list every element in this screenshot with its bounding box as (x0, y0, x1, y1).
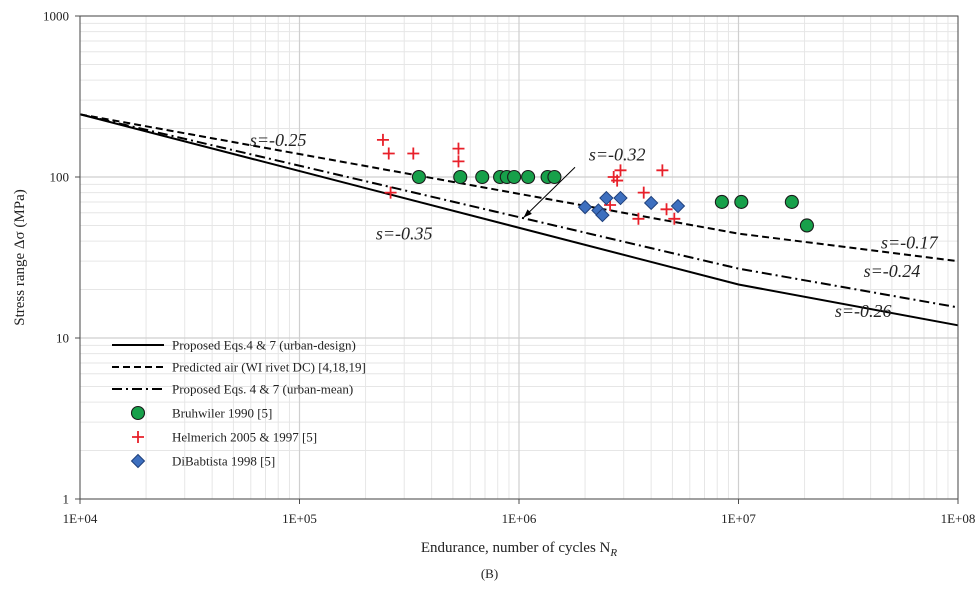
legend-marker-circle (130, 405, 146, 421)
legend-marker-plus (132, 431, 144, 443)
bruhwiler-point (475, 169, 490, 185)
legend-label: Proposed Eqs.4 & 7 (urban-design) (172, 338, 356, 353)
bruhwiler-point (507, 169, 522, 185)
line-dashdot (79, 113, 959, 309)
dibabtista-point (577, 199, 593, 215)
helmerich-point (660, 203, 673, 216)
slope-label: s=-0.25 (250, 130, 307, 150)
bruhwiler-point (547, 169, 562, 185)
helmerich-point (668, 212, 681, 225)
helmerich-point (384, 186, 397, 199)
slope-label: s=-0.32 (589, 144, 646, 164)
dibabtista-point (643, 195, 659, 211)
axes: 1E+04 1E+05 1E+06 1E+07 1E+08 1 10 100 1000 Endur… (12, 9, 975, 560)
legend-label: Bruhwiler 1990 [5] (172, 406, 272, 421)
x-tick-label: 1E+05 (282, 511, 317, 526)
y-tick-label: 100 (50, 170, 70, 185)
arrow-head (523, 209, 532, 218)
legend: Proposed Eqs.4 & 7 (urban-design) Predict… (112, 338, 366, 469)
data-markers (376, 133, 814, 233)
design-lines (79, 113, 959, 327)
slope-label: s=-0.35 (376, 223, 433, 243)
helmerich-point (611, 174, 624, 187)
helmerich-point (382, 147, 395, 160)
slope-annotations: s=-0.25 s=-0.32 s=-0.35 s=-0.17 s=-0.24 s=-0.… (250, 130, 939, 321)
grid-lines (79, 15, 959, 500)
bruhwiler-point (521, 169, 536, 185)
figure-label: (B) (480, 566, 499, 581)
bruhwiler-point (714, 194, 729, 209)
bruhwiler-point (734, 194, 749, 209)
helmerich-point (376, 133, 389, 146)
legend-label: Helmerich 2005 & 1997 [5] (172, 430, 317, 445)
helmerich-point (452, 155, 465, 168)
annotation-arrow (523, 166, 576, 218)
line-dashed (79, 113, 959, 263)
helmerich-point (614, 164, 627, 177)
slope-label: s=-0.26 (835, 301, 892, 321)
y-tick-label: 10 (56, 331, 69, 346)
y-tick-label: 1 (63, 492, 70, 507)
x-tick-label: 1E+06 (502, 511, 537, 526)
bruhwiler-point (411, 169, 426, 185)
helmerich-point (407, 147, 420, 160)
slope-label: s=-0.24 (864, 261, 921, 281)
y-axis-title: Stress range Δσ (MPa) (12, 189, 28, 325)
dibabtista-point (670, 198, 686, 214)
legend-label: Proposed Eqs. 4 & 7 (urban-mean) (172, 382, 353, 397)
x-axis-title: Endurance, number of cycles NR (421, 540, 618, 559)
legend-label: DiBabtista 1998 [5] (172, 454, 275, 469)
dibabtista-point (613, 190, 628, 206)
endurance-chart: s=-0.25 s=-0.32 s=-0.35 s=-0.17 s=-0.24 s=-0.… (12, 9, 975, 560)
bruhwiler-point (799, 218, 814, 233)
helmerich-point (656, 164, 669, 177)
dibabtista-point (599, 190, 614, 206)
bruhwiler-point (784, 194, 799, 209)
bruhwiler-point (453, 169, 468, 185)
x-tick-label: 1E+08 (941, 511, 976, 526)
legend-label: Predicted air (WI rivet DC) [4,18,19] (172, 360, 366, 375)
line-solid (79, 113, 959, 327)
x-tick-label: 1E+04 (63, 511, 98, 526)
helmerich-point (632, 212, 645, 225)
x-tick-label: 1E+07 (721, 511, 756, 526)
legend-marker-diamond (130, 453, 146, 469)
dibabtista-point (595, 207, 610, 223)
slope-label: s=-0.17 (881, 232, 939, 252)
y-tick-label: 1000 (43, 9, 69, 24)
helmerich-point (452, 142, 465, 155)
helmerich-point (637, 186, 650, 199)
